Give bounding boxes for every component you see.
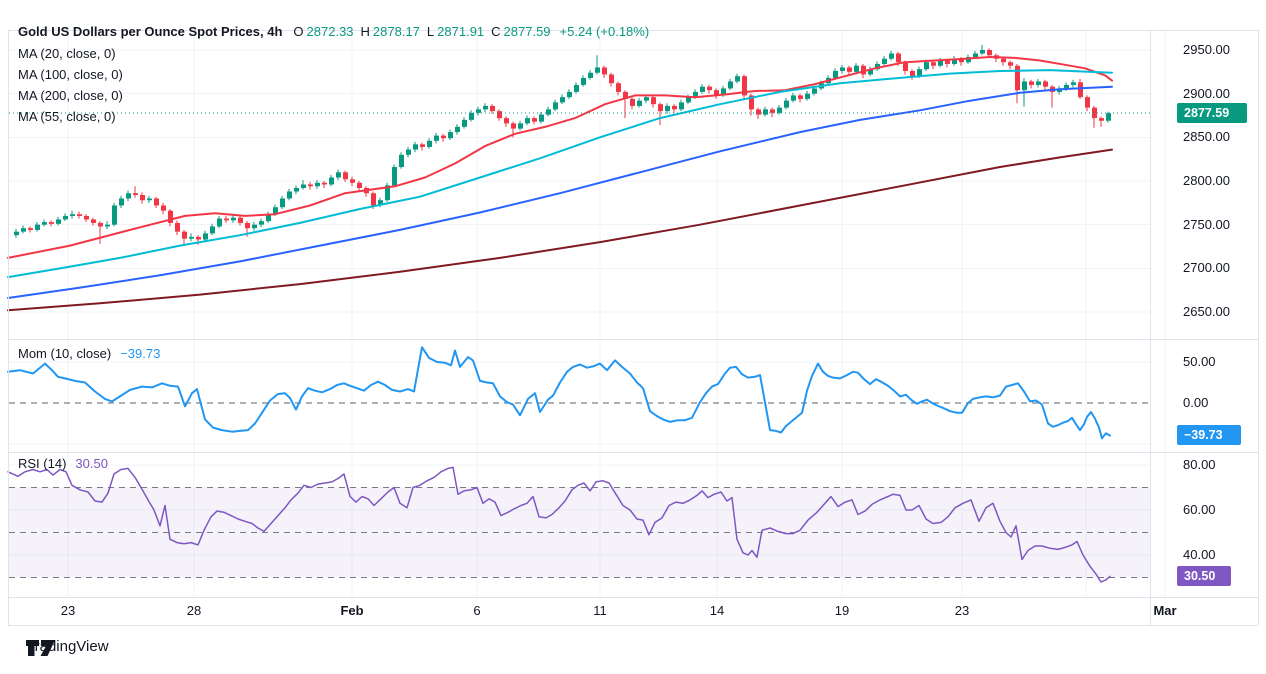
momentum-label: Mom (10, close) (18, 346, 112, 361)
price-axis-label: 2650.00 (1183, 304, 1230, 319)
rsi-value-badge: 30.50 (1177, 566, 1231, 586)
price-axis-label: 2700.00 (1183, 260, 1230, 275)
legend-ma-55[interactable]: MA (55, close, 0) (18, 109, 116, 124)
close-value: 2877.59 (503, 24, 551, 39)
rsi-label: RSI (14) (18, 456, 67, 471)
momentum-value: −39.73 (120, 346, 161, 361)
momentum-axis-label: 0.00 (1183, 395, 1209, 410)
high-value: 2878.17 (372, 24, 420, 39)
time-axis-label: 23 (954, 603, 970, 618)
time-axis-label: Feb (340, 603, 364, 618)
low-label: L (426, 24, 435, 39)
time-axis-label: 14 (709, 603, 725, 618)
momentum-legend[interactable]: Mom (10, close) −39.73 (18, 346, 160, 361)
open-value: 2872.33 (306, 24, 354, 39)
close-label: C (491, 24, 501, 39)
momentum-pane[interactable] (9, 339, 1150, 452)
legend-ma-100[interactable]: MA (100, close, 0) (18, 67, 123, 82)
price-axis-label: 2900.00 (1183, 86, 1230, 101)
momentum-axis-label: 50.00 (1183, 354, 1216, 369)
price-axis-label: 2950.00 (1183, 42, 1230, 57)
rsi-axis-label: 40.00 (1183, 547, 1216, 562)
tradingview-logo-icon (26, 640, 55, 656)
low-value: 2871.91 (437, 24, 485, 39)
symbol-title[interactable]: Gold US Dollars per Ounce Spot Prices, 4… (18, 24, 283, 39)
time-axis-label: Mar (1153, 603, 1177, 618)
legend-ma-20[interactable]: MA (20, close, 0) (18, 46, 116, 61)
change-value: +5.24 (+0.18%) (559, 24, 650, 39)
price-axis-label: 2800.00 (1183, 173, 1230, 188)
price-axis-label: 2850.00 (1183, 129, 1230, 144)
tradingview-logo[interactable]: TradingView (26, 638, 109, 656)
rsi-legend[interactable]: RSI (14) 30.50 (18, 456, 108, 471)
legend-ma-200[interactable]: MA (200, close, 0) (18, 88, 123, 103)
rsi-axis-label: 80.00 (1183, 457, 1216, 472)
time-axis-label: 19 (834, 603, 850, 618)
time-axis-label: 11 (593, 603, 607, 618)
rsi-value: 30.50 (75, 456, 108, 471)
time-axis-label: 6 (473, 603, 481, 618)
open-label: O (293, 24, 304, 39)
rsi-pane[interactable] (9, 452, 1150, 597)
time-axis-label: 28 (186, 603, 202, 618)
rsi-axis-label: 60.00 (1183, 502, 1216, 517)
momentum-value-badge: −39.73 (1177, 425, 1241, 445)
high-label: H (360, 24, 370, 39)
time-axis-label: 23 (60, 603, 76, 618)
last-price-badge: 2877.59 (1177, 103, 1247, 123)
price-axis-label: 2750.00 (1183, 217, 1230, 232)
price-pane[interactable] (9, 31, 1150, 339)
